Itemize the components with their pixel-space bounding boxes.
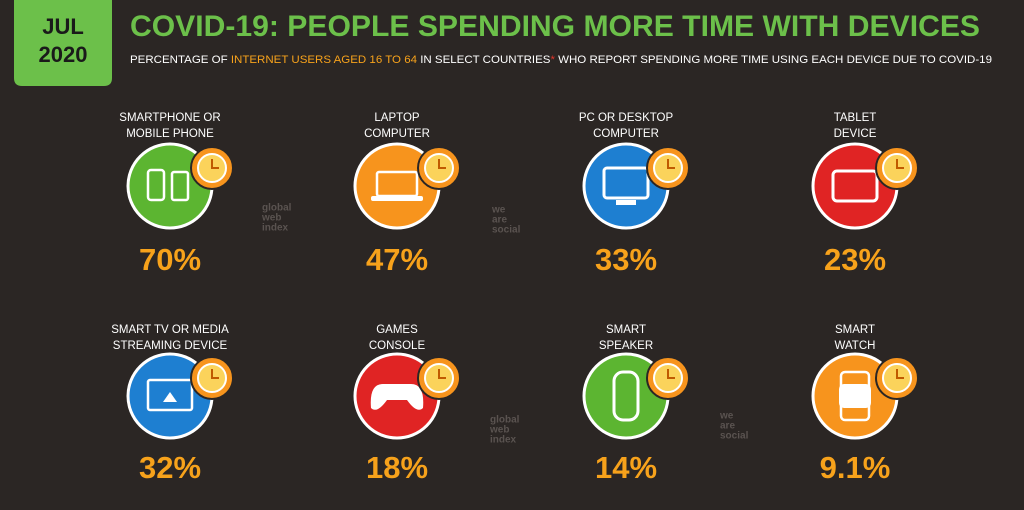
icon [370,384,424,410]
watermark: web [261,213,281,224]
watermark: we [491,205,506,216]
device-label: CONSOLE [369,340,426,352]
watermark: are [720,421,735,432]
device-percentage: 47% [366,242,428,277]
subtitle: PERCENTAGE OF INTERNET USERS AGED 16 TO … [130,54,992,66]
clock-hands [896,369,904,379]
watermark: web [489,425,509,436]
title: COVID-19: PEOPLE SPENDING MORE TIME WITH… [130,10,980,43]
clock-hands [896,159,904,169]
icon [371,196,423,201]
device-label: LAPTOP [374,112,419,124]
device-item: SMART WATCH 9.1% [811,324,919,485]
device-label: SPEAKER [599,340,653,352]
device-label: SMARTPHONE OR [119,112,220,124]
watermark: index [490,435,517,446]
device-item: GAMES CONSOLE 18% [353,324,461,485]
device-label: WATCH [835,340,876,352]
device-label: STREAMING DEVICE [113,340,228,352]
icon [602,166,650,200]
clock-hands [667,369,675,379]
watermark: we [719,411,734,422]
subtitle-part: WHO REPORT SPENDING MORE TIME USING EACH… [555,54,992,66]
device-item: SMART TV OR MEDIA STREAMING DEVICE 32% [111,324,234,485]
device-label: PC OR DESKTOP [579,112,674,124]
icon [146,168,166,202]
icon [616,200,636,205]
device-label: SMART [835,324,875,336]
device-percentage: 9.1% [820,450,891,485]
device-label: COMPUTER [364,128,430,140]
device-item: PC OR DESKTOP COMPUTER 33% [579,112,690,277]
device-item: SMARTPHONE OR MOBILE PHONE 70% [119,112,234,277]
subtitle-highlight: INTERNET USERS AGED 16 TO 64 [231,54,417,66]
subtitle-part: PERCENTAGE OF [130,54,231,66]
device-item: SMART SPEAKER 14% [582,324,690,485]
watermark: index [262,223,289,234]
device-percentage: 14% [595,450,657,485]
icon [839,384,871,408]
device-item: LAPTOP COMPUTER 47% [353,112,461,277]
badge-month: JUL [42,14,84,39]
device-grid: SMARTPHONE OR MOBILE PHONE 70% LAPTOP COMPUT… [111,112,919,485]
subtitle-asterisk: * [550,54,555,66]
watermark: global [490,415,520,426]
device-percentage: 70% [139,242,201,277]
device-label: DEVICE [834,128,877,140]
clock-hands [211,159,219,169]
icon [146,378,194,412]
watermark: global [262,203,292,214]
device-percentage: 33% [595,242,657,277]
clock-hands [667,159,675,169]
clock-hands [438,369,446,379]
clock-hands [211,369,219,379]
icon [612,370,640,422]
device-item: TABLET DEVICE 23% [811,112,919,277]
device-label: SMART TV OR MEDIA [111,324,229,336]
clock-hands [438,159,446,169]
subtitle-part: IN SELECT COUNTRIES [417,54,550,66]
watermark: social [492,225,521,236]
device-label: MOBILE PHONE [126,128,214,140]
icon [163,392,177,402]
device-label: GAMES [376,324,418,336]
date-badge [14,0,112,86]
device-label: SMART [606,324,646,336]
device-label: COMPUTER [593,128,659,140]
device-label: TABLET [834,112,877,124]
device-percentage: 23% [824,242,886,277]
badge-year: 2020 [39,42,88,67]
watermark: social [720,431,749,442]
watermark: are [492,215,507,226]
device-percentage: 32% [139,450,201,485]
device-percentage: 18% [366,450,428,485]
icon [831,169,879,203]
icon [170,170,190,202]
